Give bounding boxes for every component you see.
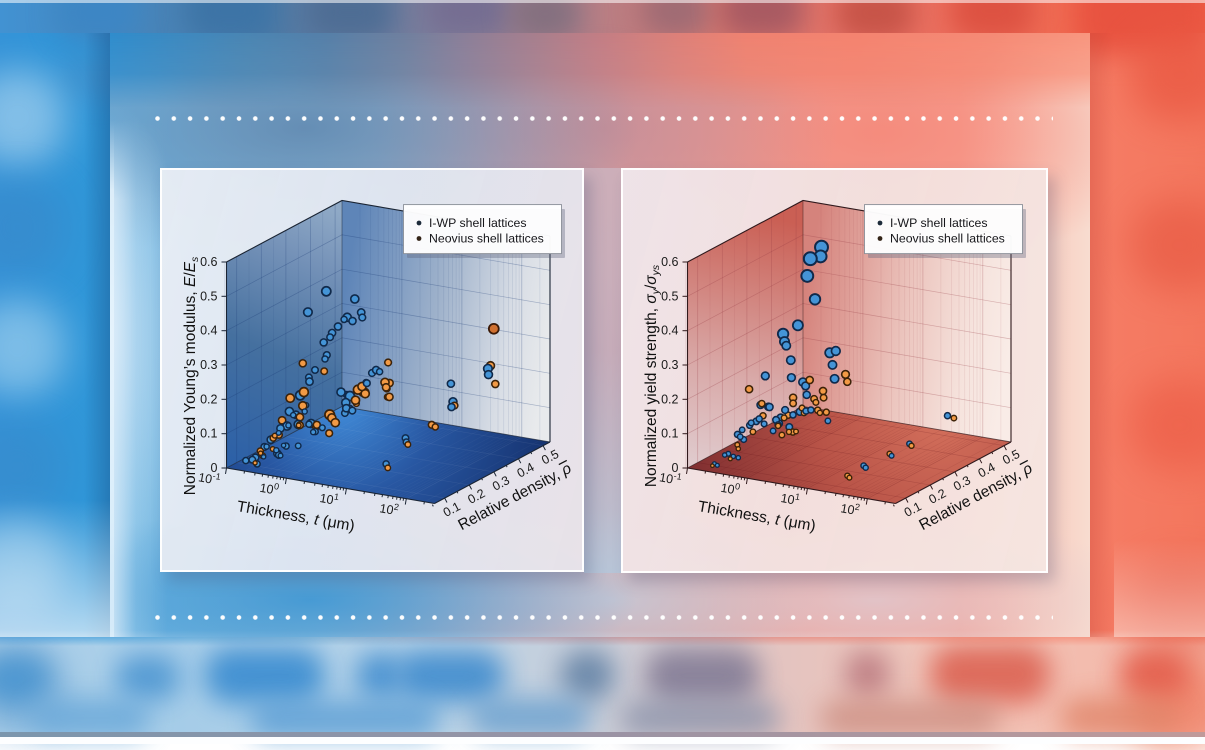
- svg-text:Neovius shell lattices: Neovius shell lattices: [890, 232, 1005, 246]
- svg-text:101: 101: [779, 489, 800, 508]
- svg-text:0.4: 0.4: [200, 324, 217, 338]
- svg-text:100: 100: [719, 479, 740, 498]
- svg-text:I-WP shell lattices: I-WP shell lattices: [429, 216, 527, 230]
- svg-text:101: 101: [318, 489, 339, 508]
- svg-text:Thickness, t (μm): Thickness, t (μm): [235, 498, 355, 535]
- svg-text:0.5: 0.5: [200, 289, 217, 303]
- svg-text:Normalized yield strength, σy/: Normalized yield strength, σy/σys: [643, 264, 662, 487]
- svg-text:0.1: 0.1: [661, 427, 678, 441]
- svg-text:0.3: 0.3: [661, 358, 678, 372]
- svg-text:10-1: 10-1: [658, 468, 682, 487]
- svg-text:0.6: 0.6: [661, 255, 678, 269]
- svg-text:0.2: 0.2: [200, 392, 217, 406]
- svg-text:I-WP shell lattices: I-WP shell lattices: [890, 216, 988, 230]
- svg-text:0.3: 0.3: [200, 358, 217, 372]
- svg-text:0.2: 0.2: [661, 392, 678, 406]
- svg-text:0.5: 0.5: [661, 289, 678, 303]
- svg-text:100: 100: [258, 479, 279, 498]
- svg-text:0.6: 0.6: [200, 255, 217, 269]
- svg-text:Normalized Young’s modulus, E/: Normalized Young’s modulus, E/Es: [182, 256, 201, 495]
- svg-text:0.1: 0.1: [200, 427, 217, 441]
- svg-text:10-1: 10-1: [197, 468, 221, 487]
- svg-text:0.4: 0.4: [661, 324, 678, 338]
- svg-text:Thickness, t (μm): Thickness, t (μm): [696, 498, 816, 535]
- svg-text:102: 102: [378, 499, 399, 518]
- svg-text:Neovius shell lattices: Neovius shell lattices: [429, 232, 544, 246]
- svg-text:102: 102: [839, 499, 860, 518]
